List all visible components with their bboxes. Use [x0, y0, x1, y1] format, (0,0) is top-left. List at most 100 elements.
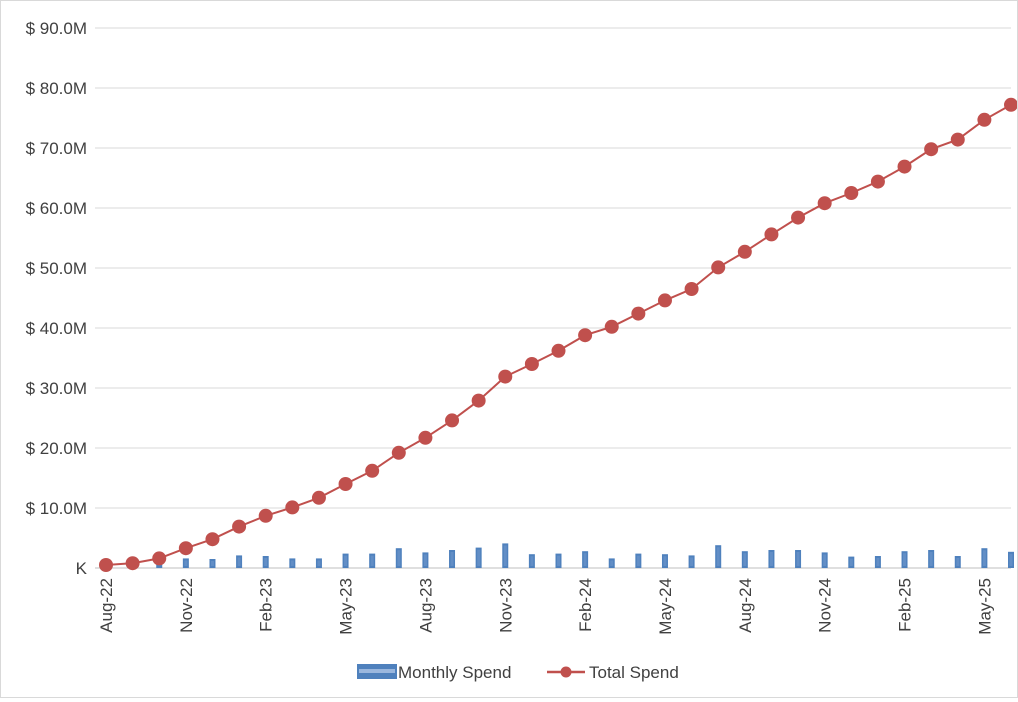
y-axis-tick-labels: K $ 10.0M $ 20.0M $ 30.0M $ 40.0M $ 50.0M $ 60… [26, 19, 88, 578]
x-tick-label: Nov-22 [177, 578, 196, 633]
total-spend-point [498, 370, 512, 384]
legend-item-monthly-spend[interactable]: Monthly Spend [357, 663, 511, 682]
monthly-spend-bar-highlight [344, 556, 347, 566]
x-tick-label: Nov-24 [816, 578, 835, 633]
total-spend-point [205, 532, 219, 546]
x-tick-label: Feb-25 [896, 578, 915, 632]
x-tick-label: Aug-22 [97, 578, 116, 633]
monthly-spend-bar-highlight [530, 556, 533, 566]
total-spend-point [685, 282, 699, 296]
x-tick-label: May-24 [656, 578, 675, 635]
monthly-spend-bar-highlight [291, 560, 294, 566]
total-spend-point [818, 196, 832, 210]
y-tick-label: $ 10.0M [26, 499, 87, 518]
total-spend-point [871, 175, 885, 189]
legend-item-total-spend[interactable]: Total Spend [547, 663, 679, 682]
monthly-spend-bar-highlight [397, 550, 400, 566]
total-spend-point [552, 344, 566, 358]
x-tick-label: May-25 [975, 578, 994, 635]
total-spend-point [631, 307, 645, 321]
monthly-spend-bar-highlight [770, 552, 773, 566]
total-spend-point [1004, 98, 1017, 112]
total-spend-point [658, 293, 672, 307]
monthly-spend-bars [103, 543, 1014, 568]
monthly-spend-bar-highlight [610, 560, 613, 566]
monthly-spend-bar-highlight [876, 558, 879, 566]
total-spend-point [472, 394, 486, 408]
y-tick-label: $ 50.0M [26, 259, 87, 278]
monthly-spend-bar-highlight [690, 557, 693, 566]
monthly-spend-bar-highlight [663, 556, 666, 566]
monthly-spend-bar-highlight [184, 560, 187, 566]
monthly-spend-bar-highlight [238, 557, 241, 566]
monthly-spend-bar-highlight [850, 559, 853, 566]
monthly-spend-bar-highlight [983, 550, 986, 566]
x-tick-label: Nov-23 [496, 578, 515, 633]
total-spend-point [99, 558, 113, 572]
monthly-spend-bar-highlight [371, 556, 374, 566]
total-spend-point [126, 556, 140, 570]
total-spend-point [179, 541, 193, 555]
total-spend-point [418, 431, 432, 445]
total-spend-polyline [106, 105, 1011, 565]
total-spend-point [738, 245, 752, 259]
total-spend-point [259, 509, 273, 523]
x-tick-label: Feb-23 [257, 578, 276, 632]
monthly-spend-bar-highlight [424, 554, 427, 566]
total-spend-legend-marker [561, 667, 572, 678]
monthly-spend-bar-highlight [930, 552, 933, 566]
x-tick-label: Feb-24 [576, 578, 595, 632]
monthly-spend-bar-highlight [504, 545, 507, 566]
total-spend-point [312, 491, 326, 505]
monthly-spend-legend-label: Monthly Spend [398, 663, 511, 682]
monthly-spend-bar-highlight [557, 556, 560, 566]
legend: Monthly Spend Total Spend [357, 663, 679, 682]
y-tick-label: $ 80.0M [26, 79, 87, 98]
total-spend-point [977, 113, 991, 127]
monthly-spend-bar-highlight [823, 554, 826, 566]
total-spend-point [365, 464, 379, 478]
monthly-spend-bar-highlight [1010, 554, 1013, 566]
total-spend-point [445, 413, 459, 427]
monthly-spend-bar-highlight [956, 558, 959, 566]
y-tick-label: $ 60.0M [26, 199, 87, 218]
total-spend-point [951, 133, 965, 147]
monthly-spend-legend-highlight [359, 669, 395, 673]
total-spend-points [99, 98, 1017, 572]
total-spend-point [339, 477, 353, 491]
gridlines [95, 28, 1011, 568]
total-spend-point [152, 551, 166, 565]
y-tick-label: $ 40.0M [26, 319, 87, 338]
y-tick-label: $ 20.0M [26, 439, 87, 458]
monthly-spend-bar-highlight [743, 553, 746, 566]
y-tick-label: $ 90.0M [26, 19, 87, 38]
y-tick-label: $ 30.0M [26, 379, 87, 398]
total-spend-point [285, 500, 299, 514]
x-tick-label: May-23 [337, 578, 356, 635]
monthly-spend-bar-highlight [903, 553, 906, 566]
x-axis-tick-labels: Aug-22 Nov-22 Feb-23 May-23 Aug-23 Nov-23 Feb-… [97, 578, 994, 635]
x-tick-label: Aug-23 [416, 578, 435, 633]
total-spend-point [232, 520, 246, 534]
total-spend-point [924, 142, 938, 156]
x-tick-label: Aug-24 [736, 578, 755, 633]
total-spend-point [605, 320, 619, 334]
monthly-spend-bar-highlight [717, 547, 720, 566]
total-spend-point [898, 160, 912, 174]
monthly-spend-bar-highlight [637, 556, 640, 566]
total-spend-point [791, 211, 805, 225]
monthly-spend-bar-highlight [264, 558, 267, 566]
total-spend-line [106, 105, 1011, 565]
total-spend-point [392, 446, 406, 460]
monthly-spend-bar-highlight [451, 552, 454, 566]
monthly-spend-bar-highlight [584, 553, 587, 566]
monthly-spend-bar-highlight [797, 552, 800, 566]
monthly-spend-bar-highlight [317, 560, 320, 566]
total-spend-point [764, 227, 778, 241]
total-spend-legend-label: Total Spend [589, 663, 679, 682]
monthly-spend-bar-highlight [211, 561, 214, 566]
y-tick-label: K [76, 559, 88, 578]
total-spend-point [711, 260, 725, 274]
